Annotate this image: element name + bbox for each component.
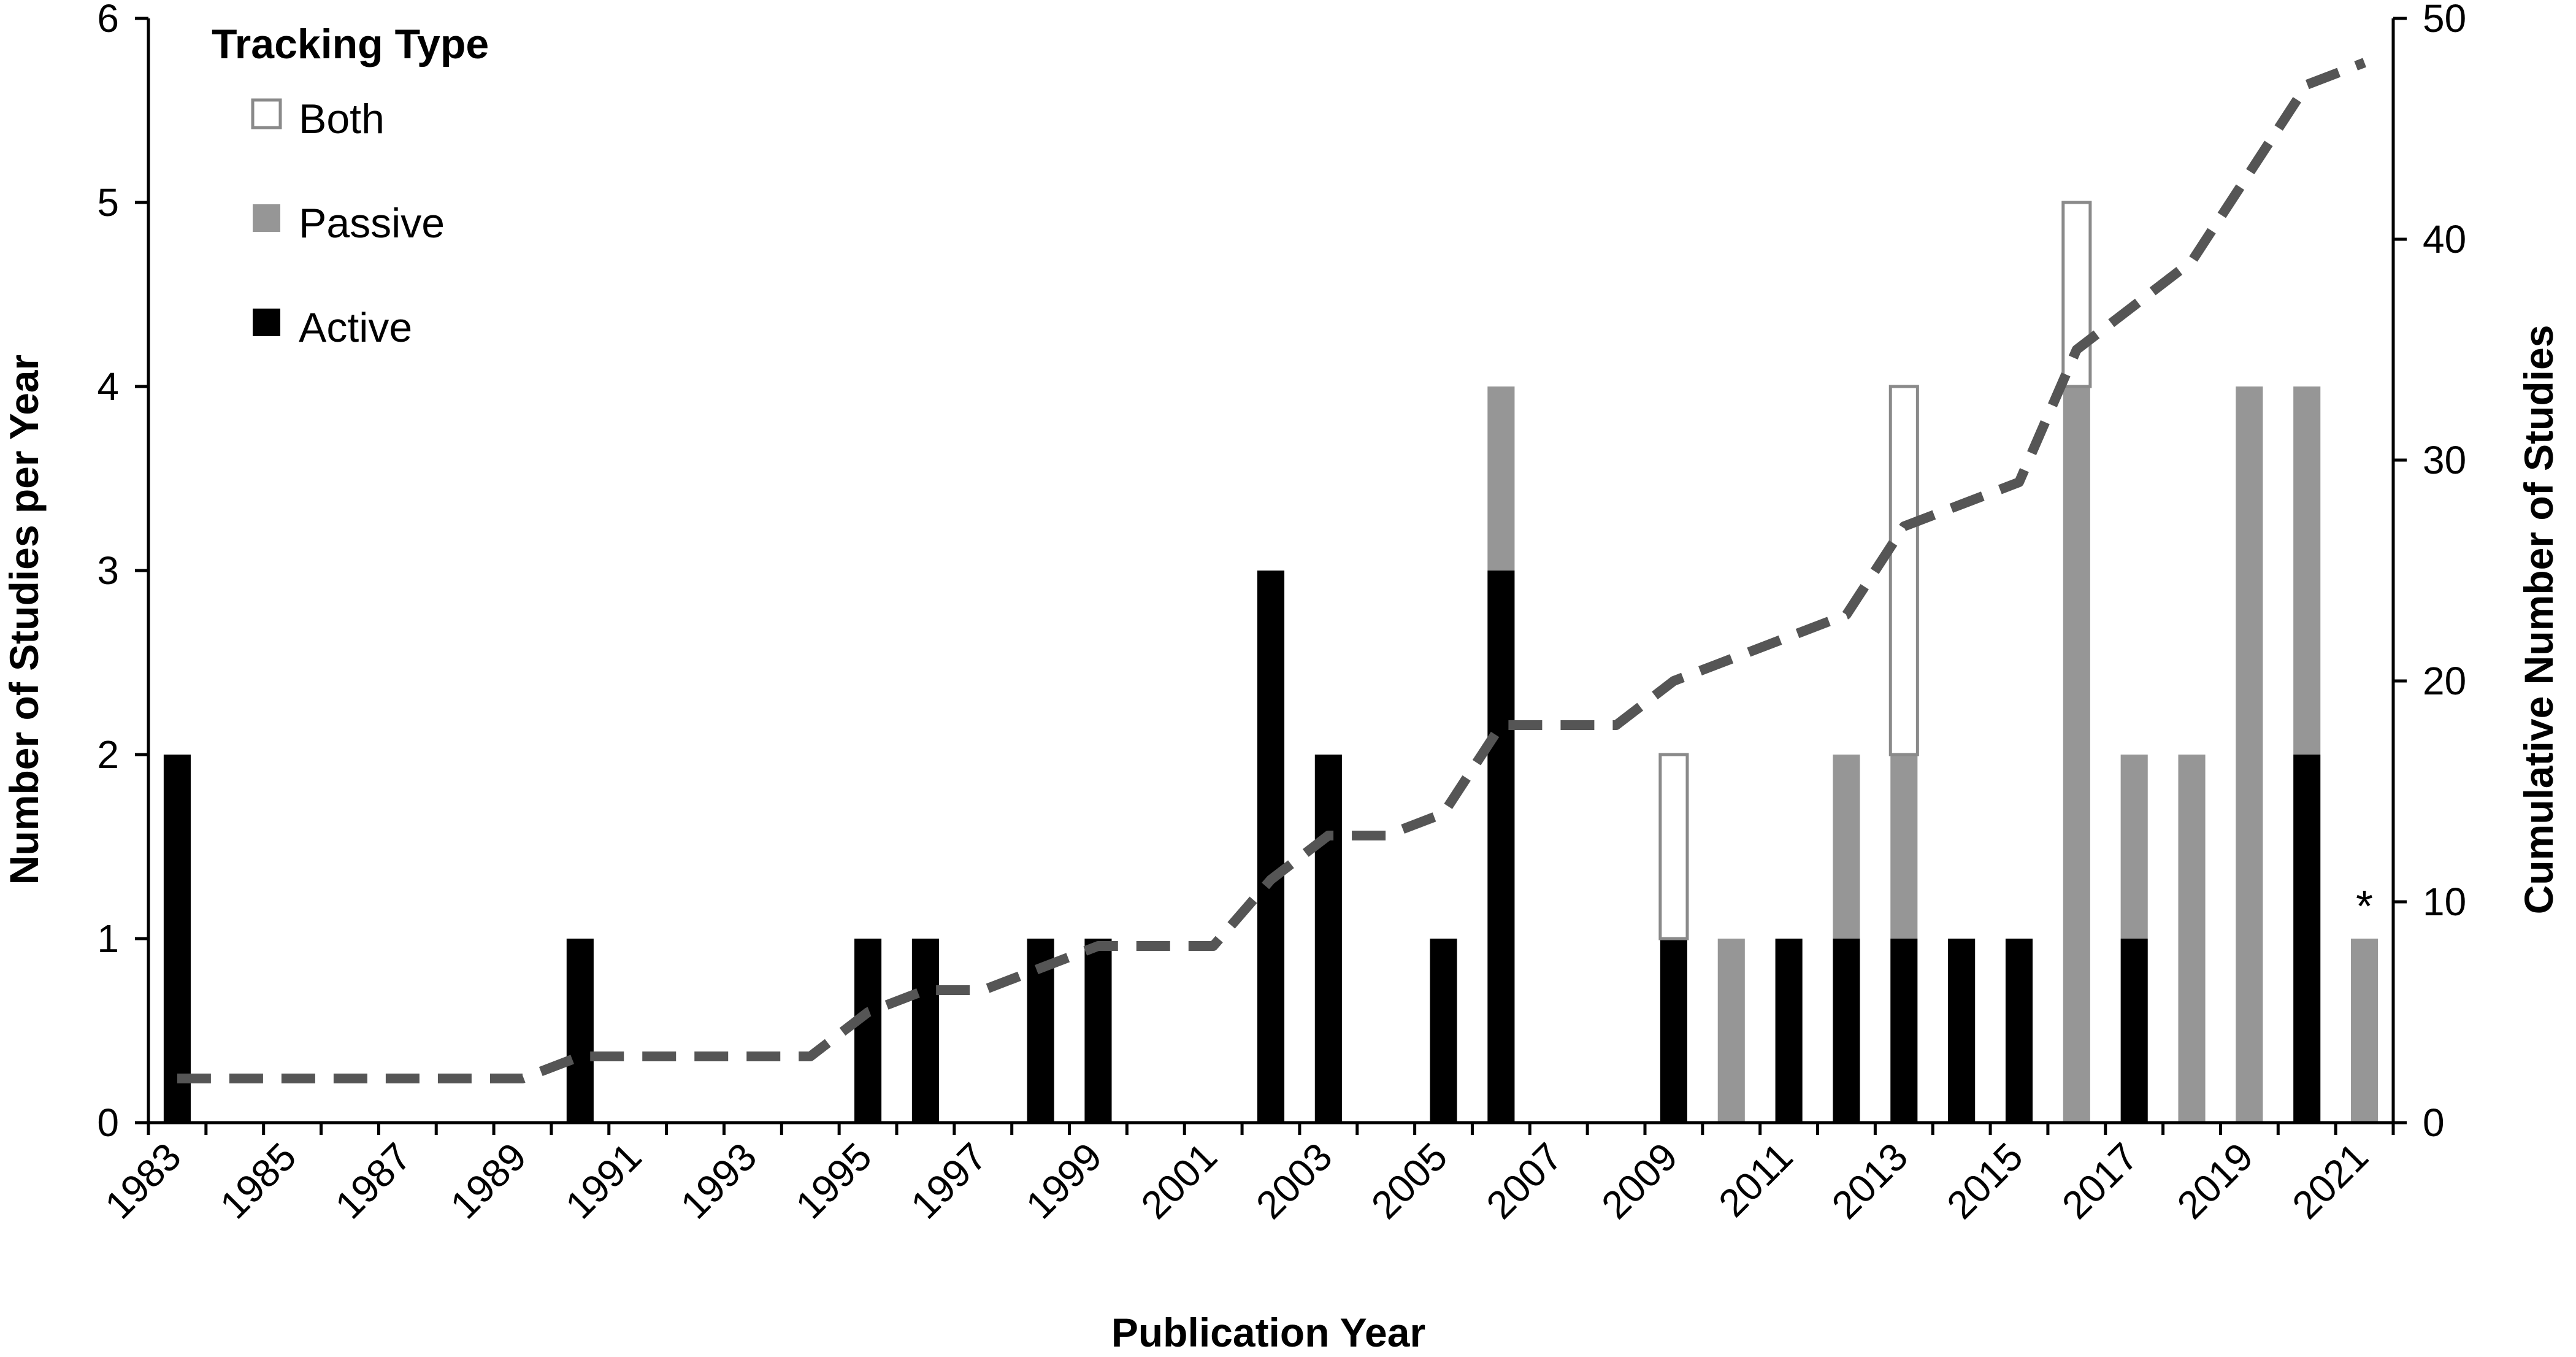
legend: Tracking Type Both Passive Active (212, 21, 489, 351)
y2-tick-label-20: 20 (2423, 659, 2466, 703)
bar-active-2011 (1775, 939, 1803, 1123)
x-tick-label-1991: 1991 (557, 1134, 650, 1228)
x-tick-label-1987: 1987 (327, 1134, 420, 1228)
bar-active-1983 (163, 755, 191, 1123)
y2-tick-label-50: 50 (2423, 0, 2466, 40)
bar-passive-2019 (2236, 386, 2263, 1123)
x-tick-label-2015: 2015 (1938, 1134, 2031, 1228)
x-tick-label-1985: 1985 (212, 1134, 305, 1228)
bar-active-2002 (1257, 571, 1285, 1123)
cumulative-line (177, 58, 2366, 1083)
bar-active-2012 (1833, 939, 1860, 1123)
legend-label-both: Both (299, 96, 385, 142)
y2-tick-label-0: 0 (2423, 1101, 2445, 1145)
annotation-2021: * (2356, 882, 2373, 931)
bar-active-2017 (2120, 939, 2148, 1123)
y2-tick-label-40: 40 (2423, 217, 2466, 261)
bar-active-2009 (1660, 939, 1687, 1123)
bar-both-2016 (2061, 201, 2092, 388)
legend-swatch-active (253, 309, 280, 336)
y-tick-label-0: 0 (97, 1101, 119, 1145)
x-tick-label-2021: 2021 (2283, 1134, 2377, 1228)
x-tick-label-2009: 2009 (1593, 1134, 1686, 1228)
x-tick-label-1993: 1993 (672, 1134, 765, 1228)
x-tick-label-1999: 1999 (1018, 1134, 1111, 1228)
x-tick-label-2001: 2001 (1132, 1134, 1225, 1228)
bar-both-2013 (1888, 385, 1919, 756)
bar-active-1995 (854, 939, 882, 1123)
x-axis-title: Publication Year (1111, 1310, 1425, 1355)
bar-passive-2021 (2351, 939, 2379, 1123)
bar-passive-2018 (2178, 755, 2206, 1123)
bar-active-1999 (1084, 939, 1112, 1123)
x-tick-label-1995: 1995 (787, 1134, 880, 1228)
legend-label-passive: Passive (299, 200, 445, 247)
bar-passive-2017 (2120, 755, 2148, 939)
y-tick-label-6: 6 (97, 0, 119, 40)
bar-active-2020 (2293, 755, 2321, 1123)
x-tick-label-1983: 1983 (96, 1134, 190, 1228)
bar-active-2013 (1890, 939, 1918, 1123)
x-tick-label-1997: 1997 (902, 1134, 995, 1228)
legend-swatch-both (251, 98, 282, 129)
x-tick-label-2003: 2003 (1248, 1134, 1341, 1228)
bar-active-1990 (566, 939, 594, 1123)
y-tick-label-2: 2 (97, 732, 119, 777)
legend-label-active: Active (299, 304, 412, 351)
y2-tick-label-30: 30 (2423, 438, 2466, 482)
line-layer (177, 58, 2366, 1083)
bar-passive-2012 (1833, 755, 1860, 939)
x-tick-label-2019: 2019 (2169, 1134, 2262, 1228)
y-tick-label-4: 4 (97, 364, 119, 409)
bar-passive-2016 (2063, 386, 2090, 1123)
y-axis-title: Number of Studies per Year (1, 355, 47, 885)
bar-passive-2006 (1487, 386, 1515, 571)
bar-active-1996 (911, 939, 939, 1123)
bar-active-2006 (1487, 571, 1515, 1123)
x-tick-label-2005: 2005 (1363, 1134, 1456, 1228)
x-tick-label-2013: 2013 (1823, 1134, 1917, 1228)
bar-passive-2010 (1717, 939, 1745, 1123)
bar-active-2014 (1948, 939, 1976, 1123)
y-tick-label-3: 3 (97, 548, 119, 593)
y2-axis-title: Cumulative Number of Studies (2516, 325, 2561, 915)
bar-passive-2013 (1890, 755, 1918, 939)
y-tick-label-5: 5 (97, 180, 119, 225)
y2-tick-label-10: 10 (2423, 880, 2466, 924)
bar-active-2005 (1430, 939, 1457, 1123)
x-tick-label-1989: 1989 (442, 1134, 535, 1228)
x-tick-label-2007: 2007 (1478, 1134, 1571, 1228)
bar-active-2003 (1314, 755, 1342, 1123)
bars-layer (163, 201, 2379, 1123)
legend-title: Tracking Type (212, 21, 489, 67)
legend-swatch-passive (253, 204, 280, 232)
bar-both-2009 (1658, 753, 1689, 940)
bar-passive-2020 (2293, 386, 2321, 755)
x-tick-label-2011: 2011 (1710, 1134, 1801, 1225)
bar-active-2015 (2005, 939, 2033, 1123)
y-tick-label-1: 1 (97, 917, 119, 961)
axes-layer (135, 17, 2407, 1135)
x-tick-label-2017: 2017 (2053, 1134, 2147, 1228)
